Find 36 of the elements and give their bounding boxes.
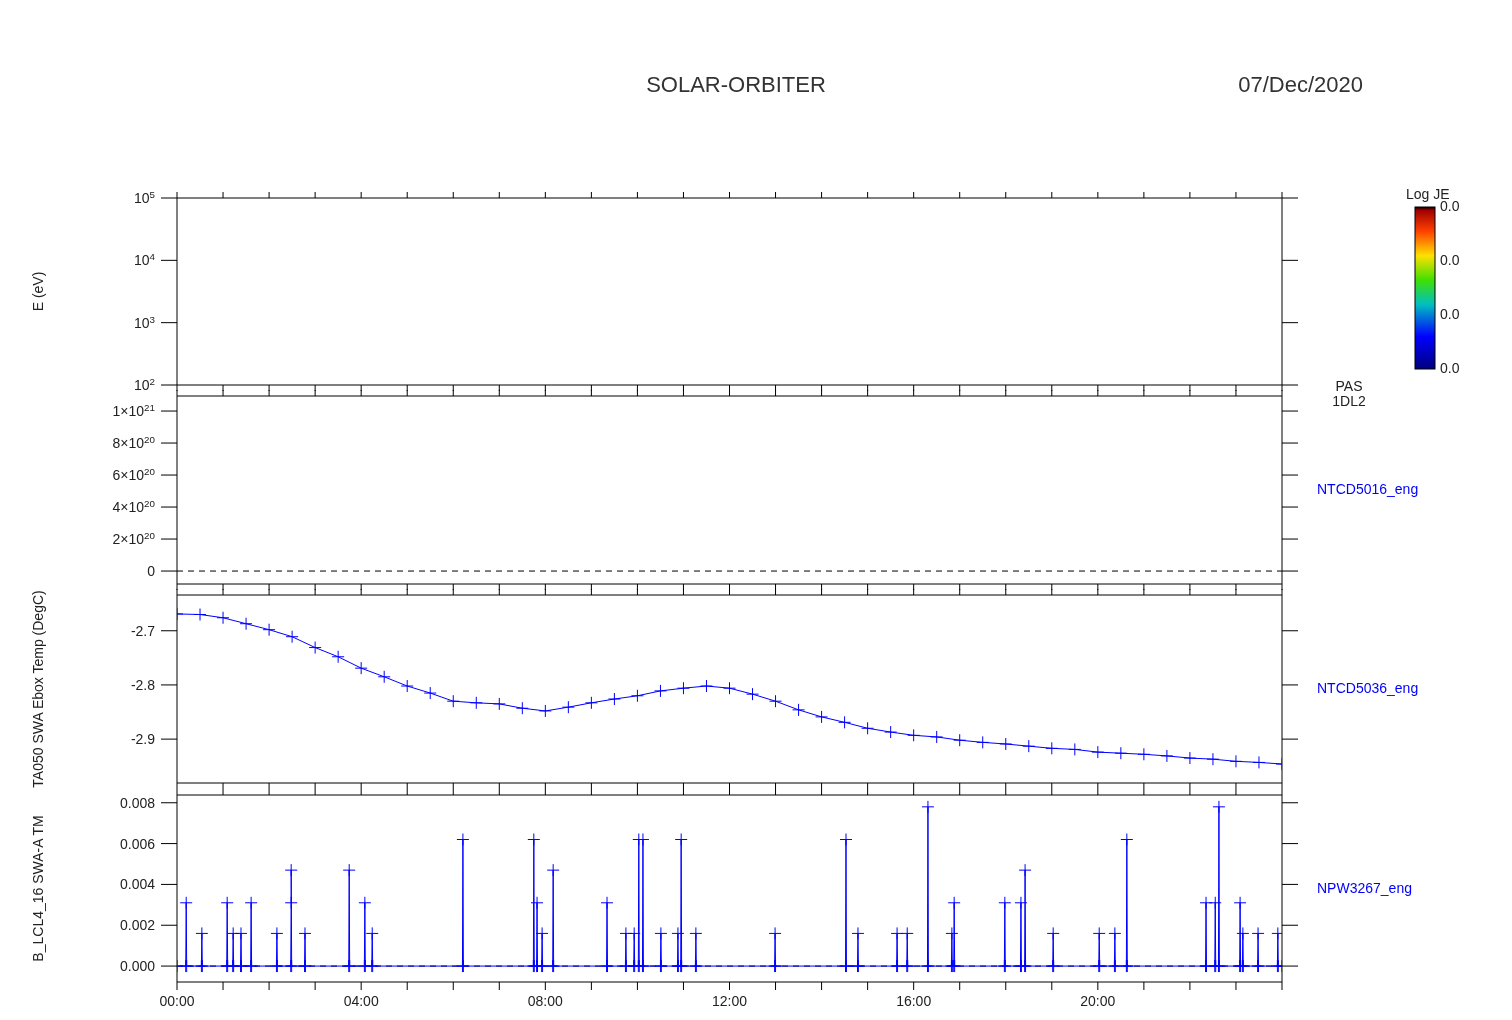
text: 0.0 <box>1440 360 1460 376</box>
x-tick-label: 12:00 <box>711 993 748 1009</box>
y-axis-title: B_LCL4_16 SWA-A TM <box>30 815 46 962</box>
y-tick-label: -2.7 <box>130 622 156 639</box>
y-axis-title: TA050 SWA Ebox Temp (DegC) <box>30 590 46 788</box>
chart-subtitle: 07/Dec/2020 <box>1237 72 1363 98</box>
y-tick-label: 10$^{5}$ <box>133 188 156 206</box>
y-tick-label: 0 <box>147 563 156 580</box>
text: NPW3267_eng <box>1317 879 1412 896</box>
text: NTCD5036_eng <box>1317 680 1419 696</box>
x-tick-label: 00:00 <box>159 993 195 1009</box>
y-tick-label: 0.000 <box>119 958 156 975</box>
y-tick-label: 2×10$^{20}$ <box>112 529 156 548</box>
y-tick-label: 0.006 <box>119 835 156 852</box>
y-tick-label: -2.8 <box>130 676 156 693</box>
y-axis-title: E (eV) <box>30 271 46 312</box>
y-tick-label: 4×10$^{20}$ <box>112 497 156 516</box>
y-tick-label: 6×10$^{20}$ <box>112 465 156 484</box>
x-tick-label: 08:00 <box>527 993 564 1009</box>
y-tick-label: 0.002 <box>119 917 156 934</box>
chart-title: SOLAR-ORBITER <box>645 72 827 98</box>
text: 0.0 <box>1440 306 1460 322</box>
y-tick-label: 8×10$^{20}$ <box>112 433 156 452</box>
y-tick-label: -2.9 <box>130 731 156 748</box>
x-tick-label: 16:00 <box>896 993 932 1009</box>
y-tick-label: 10$^{2}$ <box>133 375 155 393</box>
y-tick-label: 0.004 <box>119 876 156 893</box>
text: NTCD5016_eng <box>1317 481 1419 497</box>
y-tick-label: 10$^{4}$ <box>133 250 156 269</box>
x-tick-label: 20:00 <box>1080 993 1116 1009</box>
text: 0.0 <box>1440 252 1460 268</box>
x-tick-label: 04:00 <box>343 993 379 1009</box>
text: PAS 1DL2 <box>1331 378 1367 409</box>
y-tick-label: 10$^{3}$ <box>133 313 156 331</box>
y-tick-label: 1×10$^{21}$ <box>112 401 155 420</box>
y-tick-label: 0.008 <box>119 794 156 811</box>
